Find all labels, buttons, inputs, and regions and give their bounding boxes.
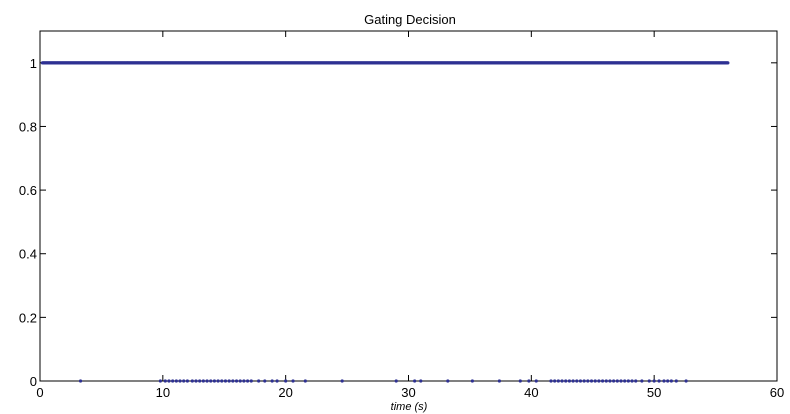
y-tick-label: 0.6 — [19, 183, 37, 198]
data-point-zero — [652, 379, 656, 383]
data-point-zero — [586, 379, 590, 383]
x-tick-label: 30 — [401, 385, 415, 400]
data-point-zero — [634, 379, 638, 383]
data-point-zero — [231, 379, 235, 383]
data-point-zero — [666, 379, 670, 383]
y-tick-label: 1 — [30, 56, 37, 71]
data-point-zero — [257, 379, 261, 383]
data-point-zero — [205, 379, 209, 383]
data-point-zero — [249, 379, 253, 383]
x-tick-label: 20 — [278, 385, 292, 400]
data-point-zero — [212, 379, 217, 383]
x-tick-label: 50 — [647, 385, 661, 400]
data-point-zero — [549, 379, 553, 383]
data-point-zero — [178, 379, 182, 383]
data-point-zero — [216, 379, 220, 383]
data-point-zero — [220, 379, 224, 383]
data-point-zero — [612, 379, 616, 383]
data-point-zero — [567, 379, 572, 383]
x-tick-label: 60 — [770, 385, 784, 400]
data-point-zero — [158, 379, 162, 383]
data-point-zero — [593, 379, 597, 383]
data-point-zero — [446, 379, 450, 383]
x-tick-labels: 0 10 20 30 40 50 60 — [36, 385, 784, 400]
data-point-zero — [182, 379, 186, 383]
data-point-zero — [674, 379, 678, 383]
axis-ticks — [39, 31, 778, 382]
data-point-zero — [556, 379, 560, 383]
y-tick-labels: 0 0.2 0.4 0.6 0.8 1 — [19, 56, 37, 389]
data-point-zero — [238, 379, 242, 383]
data-point-zero — [669, 379, 673, 383]
data-point-zero — [209, 379, 213, 383]
data-point-zero — [630, 379, 634, 383]
y-tick-label: 0.2 — [19, 310, 37, 325]
data-point-zero — [198, 379, 202, 383]
data-point-zero — [223, 379, 228, 383]
data-point-zero — [657, 379, 661, 383]
data-point-zero — [615, 379, 619, 383]
data-point-zero — [647, 379, 651, 383]
data-point-zero — [619, 379, 623, 383]
data-point-zero — [534, 379, 538, 383]
data-point-zero — [470, 379, 474, 383]
data-point-zero — [582, 379, 586, 383]
data-point-zero — [263, 379, 267, 383]
data-point-zero — [167, 379, 171, 383]
data-point-zero — [600, 379, 605, 383]
data-point-zero — [190, 379, 194, 383]
data-point-zero — [163, 379, 167, 383]
data-point-zero — [527, 379, 531, 383]
data-point-zero — [194, 379, 198, 383]
data-point-zero — [242, 379, 246, 383]
data-point-zero — [497, 379, 501, 383]
data-point-zero — [589, 379, 594, 383]
data-point-zero — [275, 379, 279, 383]
x-tick-label: 40 — [524, 385, 538, 400]
data-point-zero — [227, 379, 231, 383]
data-point-zero — [662, 379, 666, 383]
data-point-zero — [640, 379, 644, 383]
data-point-zero — [560, 379, 564, 383]
data-point-zero — [174, 379, 178, 383]
data-point-zero — [518, 379, 522, 383]
data-point-zero — [575, 379, 579, 383]
data-point-zero — [608, 379, 612, 383]
data-point-zero — [684, 379, 688, 383]
plot-frame — [39, 30, 778, 382]
data-point-zero — [564, 379, 568, 383]
data-point-zero — [604, 379, 608, 383]
data-point-zero — [270, 379, 274, 383]
data-point-zero — [340, 379, 344, 383]
x-tick-label: 10 — [156, 385, 170, 400]
data-point-zero — [78, 379, 83, 383]
y-tick-label: 0 — [30, 374, 37, 389]
data-point-zero — [413, 379, 417, 383]
y-tick-label: 0.8 — [19, 119, 37, 134]
data-point-zero — [291, 379, 295, 383]
data-point-zero — [284, 379, 288, 383]
data-point-zero — [623, 379, 627, 383]
data-point-zero — [185, 379, 189, 383]
data-point-zero — [578, 379, 583, 383]
data-point-one — [726, 61, 730, 65]
data-point-zero — [234, 379, 239, 383]
data-point-zero — [419, 379, 423, 383]
data-points — [40, 61, 730, 383]
data-point-zero — [245, 379, 250, 383]
x-axis-label: time (s) — [391, 401, 428, 413]
data-point-zero — [303, 379, 307, 383]
data-point-zero — [597, 379, 601, 383]
data-point-zero — [171, 379, 175, 383]
y-tick-label: 0.4 — [19, 247, 37, 262]
data-point-zero — [394, 379, 398, 383]
data-point-zero — [201, 379, 205, 383]
data-point-zero — [626, 379, 630, 383]
x-tick-label: 0 — [36, 385, 43, 400]
chart-title: Gating Decision — [364, 12, 456, 27]
data-point-zero — [553, 379, 557, 383]
data-point-zero — [571, 379, 575, 383]
